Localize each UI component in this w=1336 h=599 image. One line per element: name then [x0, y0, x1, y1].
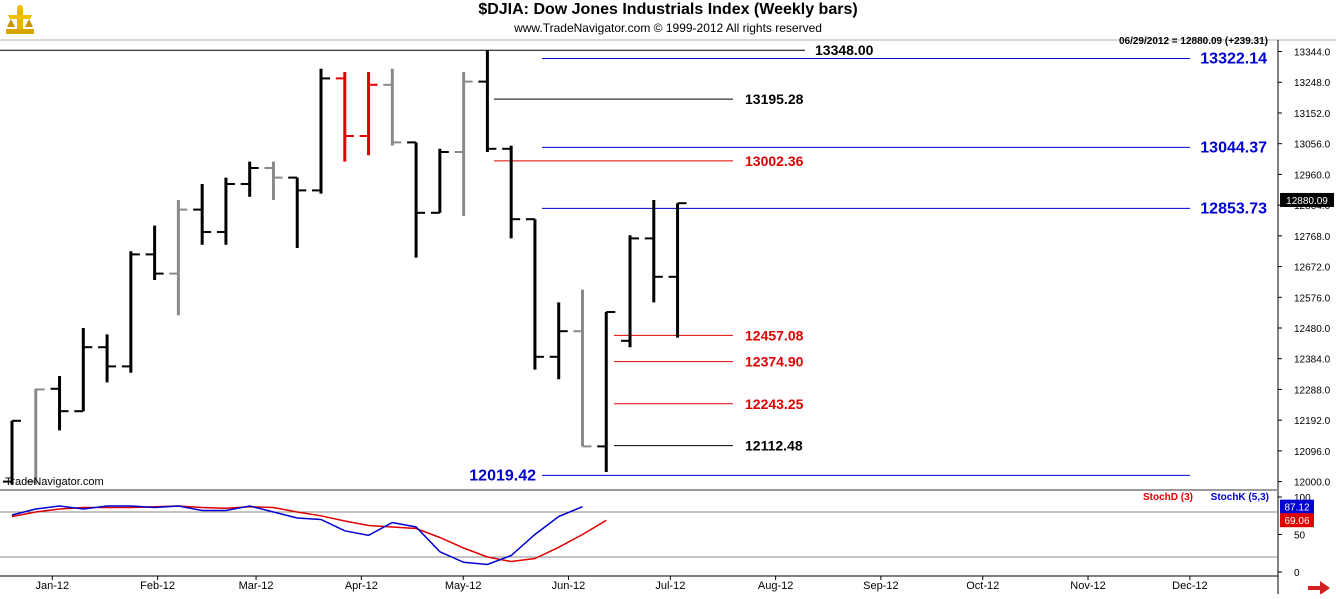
ohlc-bar — [335, 72, 354, 162]
x-axis-tick-label: Feb-12 — [140, 580, 175, 592]
price-axis-tick-label: 12192.0 — [1294, 416, 1331, 427]
x-axis-tick-label: Jul-12 — [655, 580, 685, 592]
level-label: 12019.42 — [469, 467, 536, 484]
level-label: 12243.25 — [745, 396, 804, 412]
trade-navigator-logo-icon — [6, 5, 34, 34]
x-axis-tick-label: Sep-12 — [863, 580, 898, 592]
ohlc-bar — [240, 161, 259, 197]
stoch-readout-tag — [1280, 513, 1314, 528]
price-axis-tick-label: 12096.0 — [1294, 447, 1331, 458]
stoch-legend-k: StochK (5,3) — [1211, 492, 1269, 503]
x-axis-tick-label: Oct-12 — [966, 580, 999, 592]
price-axis-tick-label: 12768.0 — [1294, 232, 1331, 243]
ohlc-bar — [668, 202, 687, 338]
stoch-axis-tick-label: 100 — [1294, 493, 1311, 504]
stoch-series-line — [11, 505, 607, 563]
level-label: 12374.90 — [745, 354, 804, 370]
last-price-info: 06/29/2012 = 12880.09 (+239.31) — [1118, 36, 1268, 47]
level-label: 13002.36 — [745, 153, 804, 169]
level-label: 12112.48 — [745, 438, 803, 454]
scroll-right-arrow-icon — [1308, 581, 1330, 595]
ohlc-bar — [50, 376, 69, 431]
x-axis-tick-label: Dec-12 — [1172, 580, 1207, 592]
x-axis-tick-label: May-12 — [445, 580, 482, 592]
last-price-tag — [1280, 192, 1334, 207]
price-axis-tick-label: 12000.0 — [1294, 478, 1331, 489]
price-axis-tick-label: 12576.0 — [1294, 293, 1331, 304]
level-label: 13195.28 — [745, 91, 804, 107]
chart-subtitle: www.TradeNavigator.com © 1999-2012 All r… — [514, 21, 822, 35]
price-axis-tick-label: 13248.0 — [1294, 78, 1331, 89]
ohlc-bar — [430, 148, 449, 214]
price-axis-tick-label: 12672.0 — [1294, 263, 1331, 274]
stoch-axis-tick-label: 0 — [1294, 568, 1300, 579]
price-axis-tick-label: 13152.0 — [1294, 109, 1331, 120]
watermark: TradeNavigator.com — [5, 476, 104, 488]
ohlc-bar — [478, 50, 497, 152]
ohlc-bar — [216, 177, 235, 245]
level-label: 13044.37 — [1200, 139, 1267, 156]
ohlc-bar — [621, 235, 640, 348]
price-axis-tick-label: 12384.0 — [1294, 355, 1331, 366]
ohlc-bar — [454, 72, 473, 216]
ohlc-bar — [573, 289, 592, 448]
x-axis-tick-label: Jan-12 — [36, 580, 70, 592]
ohlc-bar — [193, 184, 212, 245]
chart-title: $DJIA: Dow Jones Industrials Index (Week… — [478, 1, 858, 18]
x-axis-tick-label: Mar-12 — [239, 580, 274, 592]
ohlc-bar — [74, 328, 93, 413]
ohlc-bar — [502, 145, 521, 239]
level-label: 12457.08 — [745, 327, 804, 343]
ohlc-bar — [121, 251, 140, 373]
x-axis-tick-label: Apr-12 — [345, 580, 378, 592]
ohlc-bar — [383, 68, 402, 146]
ohlc-bar — [549, 302, 568, 380]
price-axis-tick-label: 12480.0 — [1294, 324, 1331, 335]
ohlc-bar — [169, 200, 188, 316]
stoch-legend-d: StochD (3) — [1143, 492, 1193, 503]
stoch-readout-label: 87.12 — [1284, 503, 1309, 514]
level-label: 13348.00 — [815, 42, 874, 58]
ohlc-bar — [359, 72, 378, 156]
ohlc-bar — [525, 218, 544, 370]
ohlc-bar — [288, 176, 307, 248]
stoch-axis-tick-label: 50 — [1294, 531, 1306, 542]
ohlc-bar — [407, 141, 426, 258]
ohlc-bar — [3, 419, 21, 485]
ohlc-bar — [312, 68, 331, 194]
last-price-tag-label: 12880.09 — [1286, 196, 1328, 207]
level-label: 12853.73 — [1200, 200, 1267, 217]
price-axis-tick-label: 12288.0 — [1294, 385, 1331, 396]
price-axis-tick-label: 13344.0 — [1294, 48, 1331, 59]
ohlc-bar — [644, 200, 663, 303]
x-axis-tick-label: Jun-12 — [552, 580, 586, 592]
level-label: 13322.14 — [1200, 51, 1267, 68]
stoch-readout-tag — [1280, 499, 1314, 514]
x-axis-tick-label: Aug-12 — [758, 580, 793, 592]
ohlc-bar — [26, 388, 45, 485]
stoch-series-line — [11, 505, 583, 566]
ohlc-bar — [264, 161, 283, 200]
ohlc-bar — [145, 225, 164, 280]
ohlc-bar — [98, 334, 117, 383]
stoch-readout-label: 69.06 — [1284, 516, 1309, 527]
ohlc-bar — [597, 311, 616, 472]
x-axis-tick-label: Nov-12 — [1070, 580, 1105, 592]
price-axis-tick-label: 12960.0 — [1294, 170, 1331, 181]
price-axis-tick-label: 13056.0 — [1294, 140, 1331, 151]
